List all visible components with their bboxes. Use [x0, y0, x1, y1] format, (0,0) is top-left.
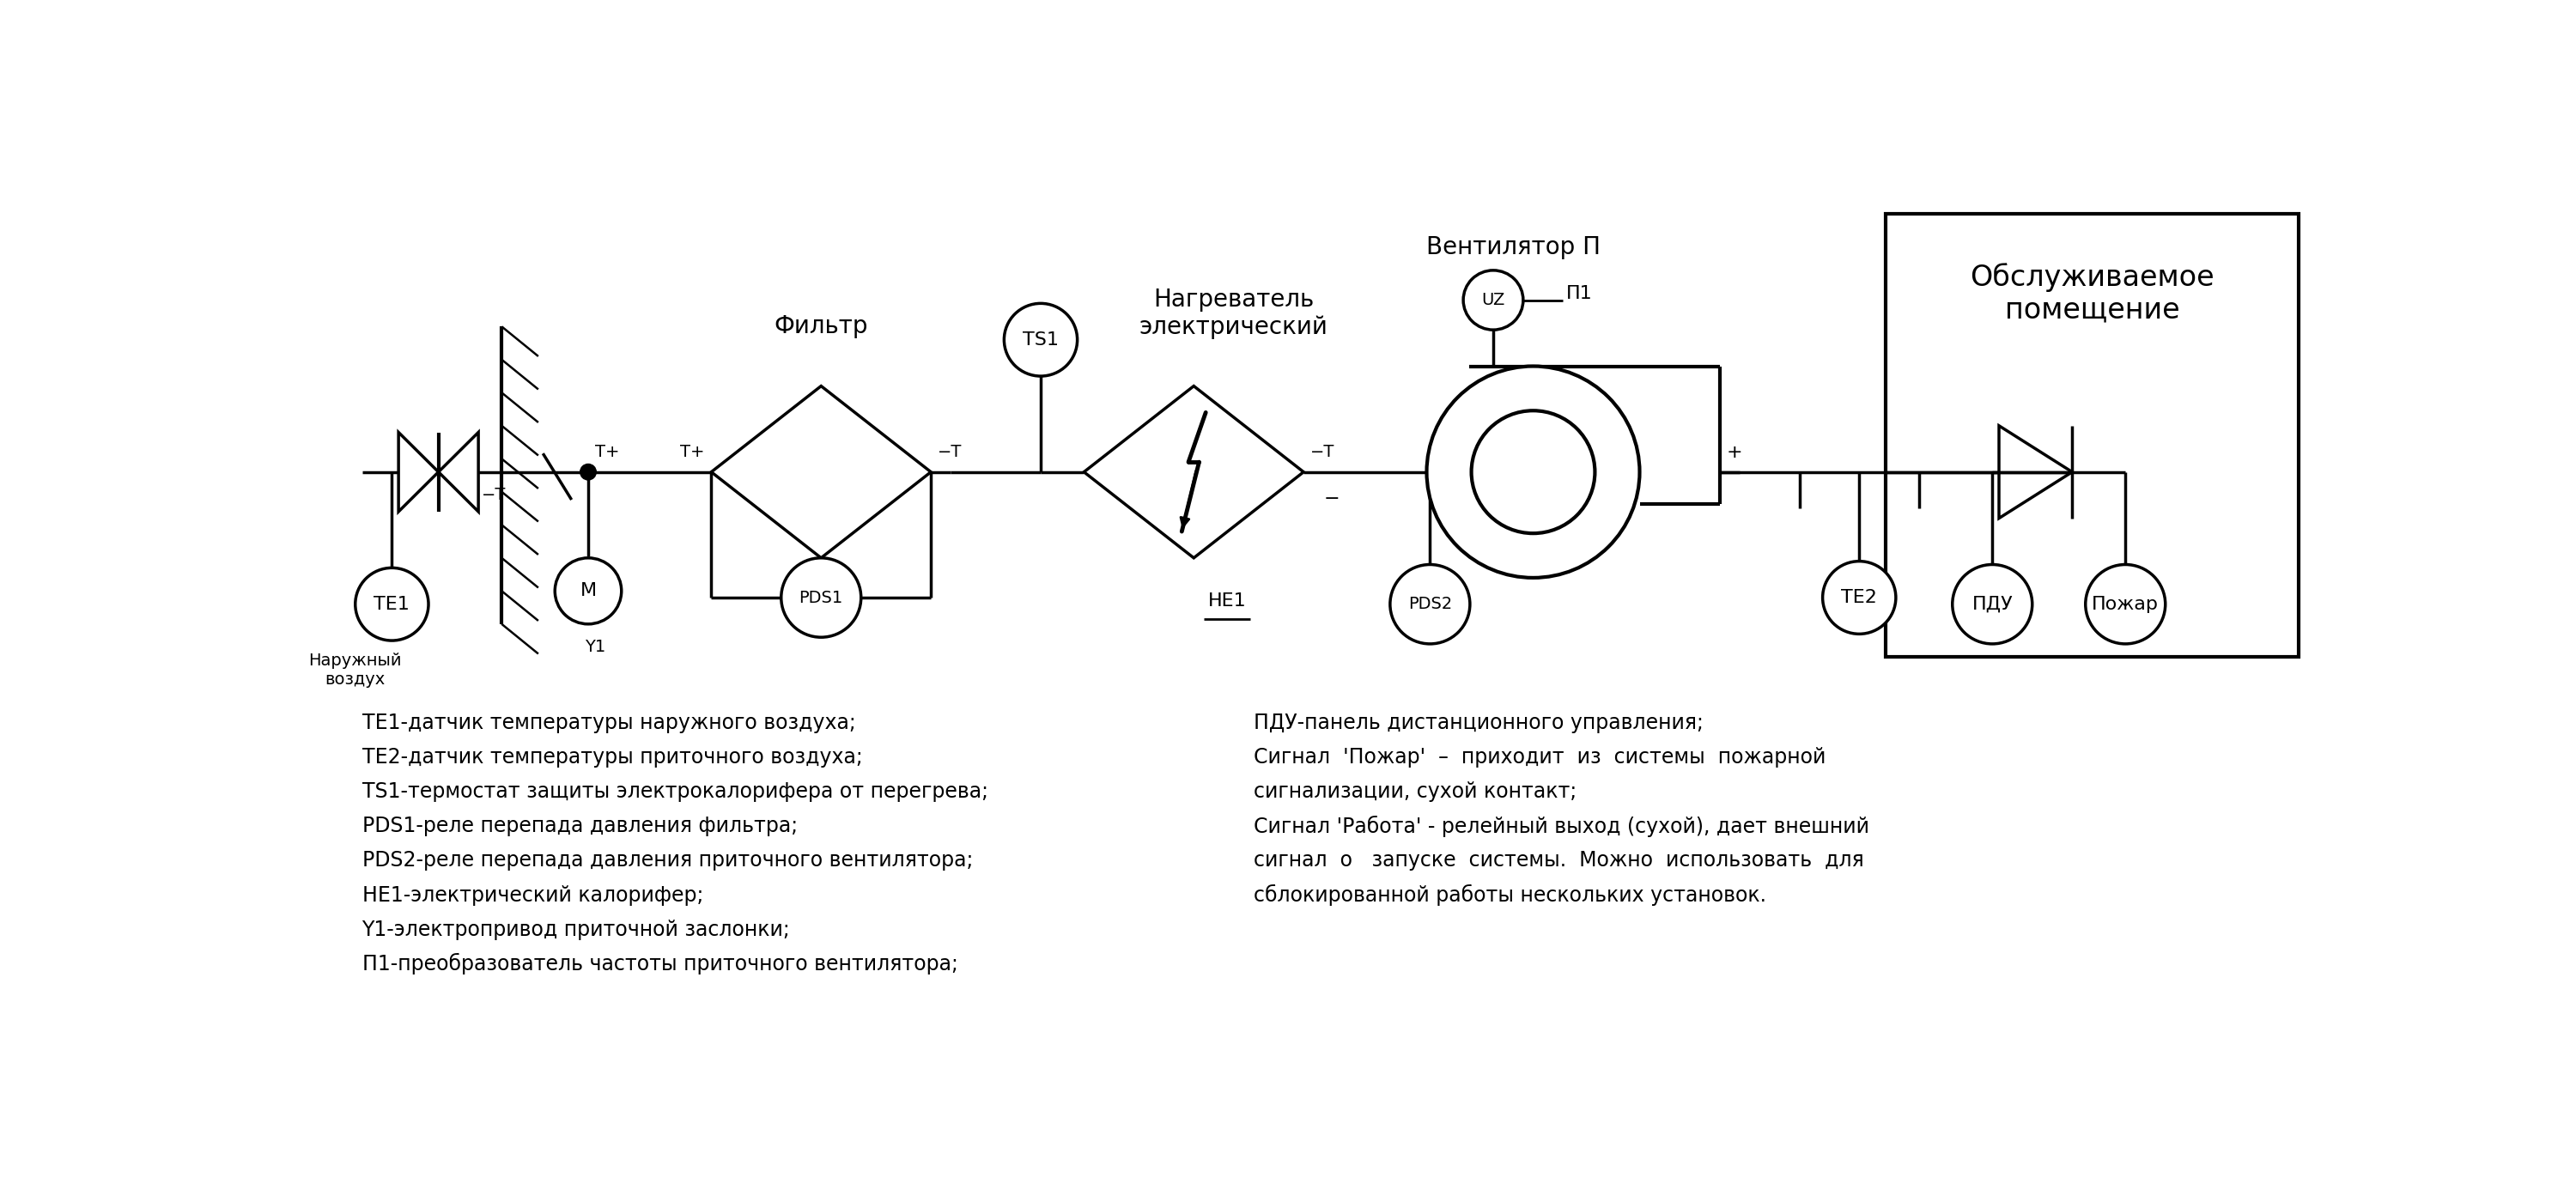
Text: PDS2-реле перепада давления приточного вентилятора;: PDS2-реле перепада давления приточного в…: [361, 850, 974, 871]
Circle shape: [1824, 561, 1896, 633]
Text: T+: T+: [680, 444, 706, 461]
Text: TE1: TE1: [374, 596, 410, 613]
Text: ПДУ-панель дистанционного управления;: ПДУ-панель дистанционного управления;: [1255, 713, 1703, 734]
Text: сблокированной работы нескольких установок.: сблокированной работы нескольких установ…: [1255, 884, 1767, 906]
Text: Вентилятор П: Вентилятор П: [1427, 236, 1600, 259]
Text: +: +: [1726, 444, 1741, 461]
Text: −: −: [1324, 490, 1340, 507]
Text: Фильтр: Фильтр: [773, 315, 868, 339]
Circle shape: [2087, 565, 2166, 644]
Text: M: M: [580, 583, 598, 599]
Text: Сигнал 'Работа' - релейный выход (сухой), дает внешний: Сигнал 'Работа' - релейный выход (сухой)…: [1255, 816, 1870, 837]
Text: UZ: UZ: [1481, 292, 1504, 308]
Circle shape: [355, 568, 428, 641]
Circle shape: [554, 558, 621, 624]
Circle shape: [1005, 303, 1077, 377]
Text: T+: T+: [595, 444, 618, 461]
Text: TS1-термостат защиты электрокалорифера от перегрева;: TS1-термостат защиты электрокалорифера о…: [361, 781, 989, 803]
Circle shape: [781, 558, 860, 637]
Text: −T: −T: [482, 487, 505, 503]
Text: сигнал  о   запуске  системы.  Можно  использовать  для: сигнал о запуске системы. Можно использо…: [1255, 850, 1865, 871]
Circle shape: [1427, 366, 1638, 578]
Text: TE2-датчик температуры приточного воздуха;: TE2-датчик температуры приточного воздух…: [361, 747, 863, 768]
Text: ПДУ: ПДУ: [1971, 596, 2012, 613]
Polygon shape: [1084, 386, 1303, 558]
Text: П1: П1: [1566, 285, 1592, 302]
Text: TE2: TE2: [1842, 588, 1878, 606]
Text: Нагреватель
электрический: Нагреватель электрический: [1139, 288, 1329, 340]
Polygon shape: [711, 386, 930, 558]
Text: PDS2: PDS2: [1409, 596, 1453, 612]
Text: сигнализации, сухой контакт;: сигнализации, сухой контакт;: [1255, 781, 1577, 803]
Circle shape: [1391, 565, 1471, 644]
Text: −T: −T: [938, 444, 961, 461]
Text: Пожар: Пожар: [2092, 596, 2159, 613]
Text: П1-преобразователь частоты приточного вентилятора;: П1-преобразователь частоты приточного ве…: [361, 953, 958, 974]
Text: PDS1-реле перепада давления фильтра;: PDS1-реле перепада давления фильтра;: [361, 816, 799, 837]
Text: Y1: Y1: [585, 639, 605, 655]
Text: PDS1: PDS1: [799, 590, 842, 606]
Text: Наружный
воздух: Наружный воздух: [309, 652, 402, 688]
Circle shape: [1471, 411, 1595, 533]
Circle shape: [580, 464, 595, 480]
Circle shape: [1463, 270, 1522, 330]
Text: Сигнал  'Пожар'  –  приходит  из  системы  пожарной: Сигнал 'Пожар' – приходит из системы пож…: [1255, 747, 1826, 768]
Text: HE1: HE1: [1208, 592, 1247, 610]
Text: TS1: TS1: [1023, 332, 1059, 348]
Text: Обслуживаемое
помещение: Обслуживаемое помещение: [1971, 263, 2215, 324]
Text: −T: −T: [1311, 444, 1334, 461]
Text: TE1-датчик температуры наружного воздуха;: TE1-датчик температуры наружного воздуха…: [361, 713, 855, 734]
Text: Y1-электропривод приточной заслонки;: Y1-электропривод приточной заслонки;: [361, 919, 791, 940]
Text: HE1-электрический калорифер;: HE1-электрический калорифер;: [361, 884, 703, 906]
Circle shape: [1953, 565, 2032, 644]
